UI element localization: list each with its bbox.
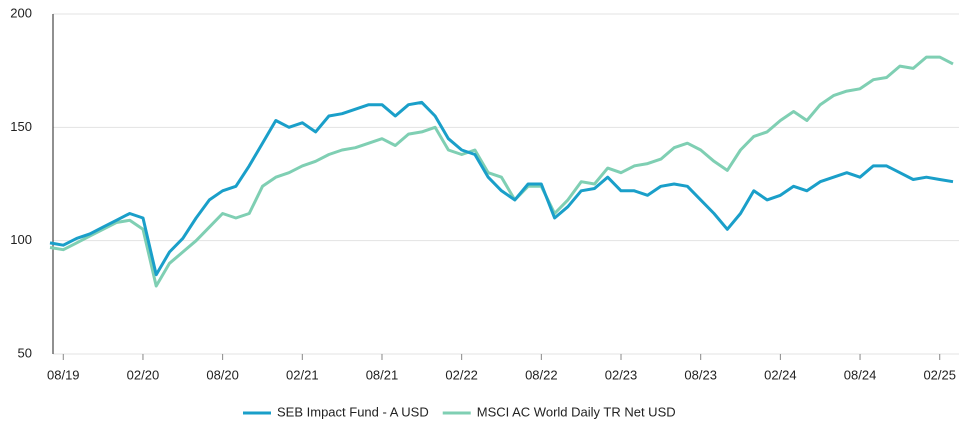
x-tick-label: 02/23	[605, 367, 638, 382]
x-tick-label: 08/19	[47, 367, 80, 382]
x-tick-label: 08/21	[366, 367, 399, 382]
x-tick-label: 02/22	[445, 367, 478, 382]
x-tick-label: 08/24	[844, 367, 877, 382]
y-tick-label: 50	[18, 345, 32, 360]
x-tick-label: 08/20	[206, 367, 239, 382]
y-tick-label: 150	[10, 119, 32, 134]
x-tick-label: 08/23	[684, 367, 717, 382]
y-tick-label: 100	[10, 232, 32, 247]
legend-label: MSCI AC World Daily TR Net USD	[477, 404, 676, 419]
x-tick-label: 02/25	[923, 367, 956, 382]
series-line	[49, 55, 954, 288]
x-tick-label: 02/21	[286, 367, 319, 382]
legend-label: SEB Impact Fund - A USD	[277, 404, 429, 419]
y-tick-label: 200	[10, 5, 32, 20]
x-tick-label: 08/22	[525, 367, 558, 382]
series-line	[49, 100, 954, 277]
x-tick-label: 02/24	[764, 367, 797, 382]
x-tick-label: 02/20	[127, 367, 160, 382]
